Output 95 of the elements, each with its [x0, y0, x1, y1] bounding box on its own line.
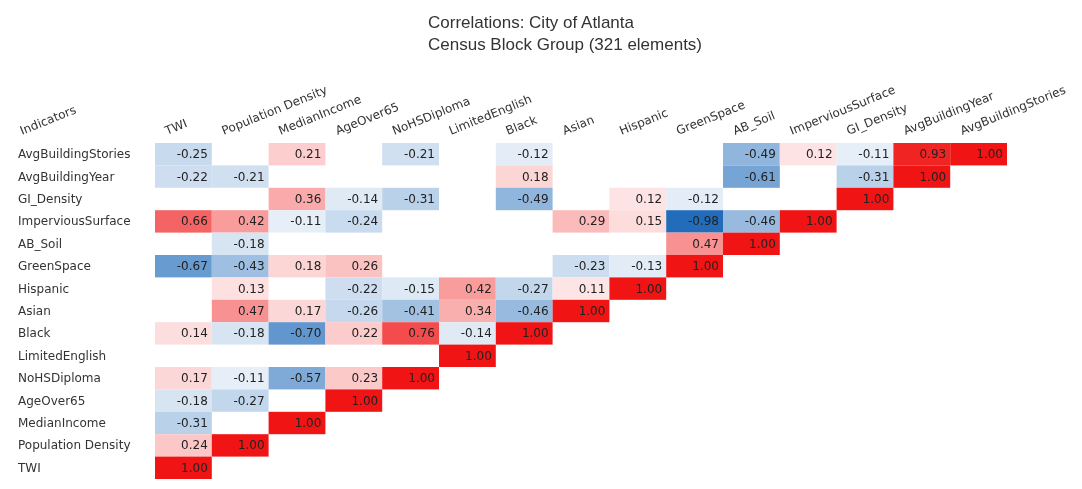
- data-label: 0.14: [181, 326, 208, 341]
- y-tick-label: Black: [18, 326, 51, 341]
- data-label: 0.17: [181, 371, 208, 386]
- data-label: 1.00: [351, 393, 379, 408]
- chart-title: Correlations: City of Atlanta: [428, 12, 635, 34]
- data-label: -0.31: [176, 416, 208, 430]
- data-label: -0.46: [517, 304, 549, 318]
- data-label: 1.00: [976, 147, 1003, 162]
- data-label: 0.29: [578, 214, 606, 229]
- y-tick-label: Population Density: [18, 438, 131, 453]
- data-label: 1.00: [805, 214, 833, 229]
- data-label: 0.18: [294, 259, 322, 274]
- data-label: 0.12: [805, 147, 833, 162]
- data-label: -0.23: [574, 259, 606, 274]
- data-label: -0.25: [176, 147, 208, 162]
- data-label: 0.18: [521, 169, 549, 184]
- data-label: 0.47: [692, 236, 719, 251]
- data-label: 0.76: [408, 326, 435, 341]
- data-label: 1.00: [635, 281, 663, 296]
- data-label: -0.31: [403, 192, 435, 206]
- data-label: -0.12: [687, 192, 719, 206]
- data-label: -0.11: [858, 147, 890, 162]
- data-label: -0.46: [744, 214, 776, 229]
- data-label: -0.31: [858, 169, 890, 184]
- y-tick-label: AvgBuildingStories: [18, 147, 131, 162]
- data-label: 0.47: [237, 304, 265, 318]
- data-label: 0.22: [351, 326, 379, 341]
- data-label: 1.00: [862, 192, 890, 206]
- data-label: -0.24: [347, 214, 379, 229]
- data-label: -0.18: [176, 393, 208, 408]
- data-label: -0.21: [233, 169, 265, 184]
- data-label: 0.17: [294, 304, 322, 318]
- y-tick-label: MedianIncome: [18, 416, 106, 430]
- data-label: -0.26: [347, 304, 379, 318]
- chart-subtitle: Census Block Group (321 elements): [428, 34, 703, 56]
- y-tick-label: NoHSDiploma: [18, 371, 101, 386]
- data-label: -0.49: [517, 192, 549, 206]
- data-label: -0.22: [347, 281, 379, 296]
- x-tick-label: Asian: [560, 112, 597, 138]
- data-label: 1.00: [181, 460, 208, 475]
- data-label: -0.15: [403, 281, 435, 296]
- data-label: 0.12: [635, 192, 663, 206]
- data-label: 0.21: [294, 147, 322, 162]
- data-label: 0.11: [578, 281, 606, 296]
- data-label: -0.27: [233, 393, 265, 408]
- data-label: 1.00: [408, 371, 435, 386]
- data-label: 1.00: [692, 259, 719, 274]
- data-label: 0.26: [351, 259, 379, 274]
- data-label: -0.14: [347, 192, 379, 206]
- data-label: -0.43: [233, 259, 265, 274]
- data-label: -0.22: [176, 169, 208, 184]
- data-label: 0.42: [237, 214, 265, 229]
- data-label: -0.41: [403, 304, 435, 318]
- y-tick-label: Asian: [18, 304, 51, 318]
- data-label: -0.27: [517, 281, 549, 296]
- data-label: -0.18: [233, 326, 265, 341]
- data-label: 1.00: [578, 304, 606, 318]
- data-label: -0.11: [290, 214, 322, 229]
- data-label: 0.13: [237, 281, 265, 296]
- data-label: -0.70: [290, 326, 322, 341]
- data-label: -0.21: [403, 147, 435, 162]
- data-label: 0.23: [351, 371, 379, 386]
- y-tick-label: LimitedEnglish: [18, 348, 107, 363]
- data-label: -0.61: [744, 169, 776, 184]
- data-label: -0.57: [290, 371, 322, 386]
- data-label: -0.12: [517, 147, 549, 162]
- data-label: 1.00: [521, 326, 549, 341]
- data-label: 1.00: [294, 416, 322, 430]
- data-label: 0.36: [294, 192, 322, 206]
- x-tick-label: TWI: [161, 116, 190, 139]
- y-tick-label: AB_Soil: [18, 236, 63, 251]
- y-tick-label: TWI: [17, 460, 41, 475]
- data-label: -0.14: [460, 326, 492, 341]
- y-tick-label: AvgBuildingYear: [18, 169, 115, 184]
- y-tick-label: Hispanic: [18, 281, 70, 296]
- data-label: -0.67: [176, 259, 208, 274]
- y-tick-label: AgeOver65: [18, 393, 86, 408]
- data-label: 1.00: [919, 169, 947, 184]
- y-tick-label: GI_Density: [18, 192, 83, 206]
- data-label: 1.00: [749, 236, 776, 251]
- data-label: 0.66: [181, 214, 208, 229]
- data-label: -0.49: [744, 147, 776, 162]
- y-tick-label: ImperviousSurface: [18, 214, 131, 229]
- y-tick-label: GreenSpace: [18, 259, 91, 274]
- data-label: -0.98: [687, 214, 719, 229]
- data-label: 0.15: [635, 214, 663, 229]
- data-label: 0.34: [465, 304, 492, 318]
- data-label: -0.18: [233, 236, 265, 251]
- data-label: 1.00: [237, 438, 265, 453]
- data-label: -0.13: [631, 259, 663, 274]
- data-label: 0.42: [465, 281, 492, 296]
- data-label: 0.24: [181, 438, 208, 453]
- data-label: -0.11: [233, 371, 265, 386]
- data-label: 0.93: [919, 147, 947, 162]
- data-label: 1.00: [465, 348, 492, 363]
